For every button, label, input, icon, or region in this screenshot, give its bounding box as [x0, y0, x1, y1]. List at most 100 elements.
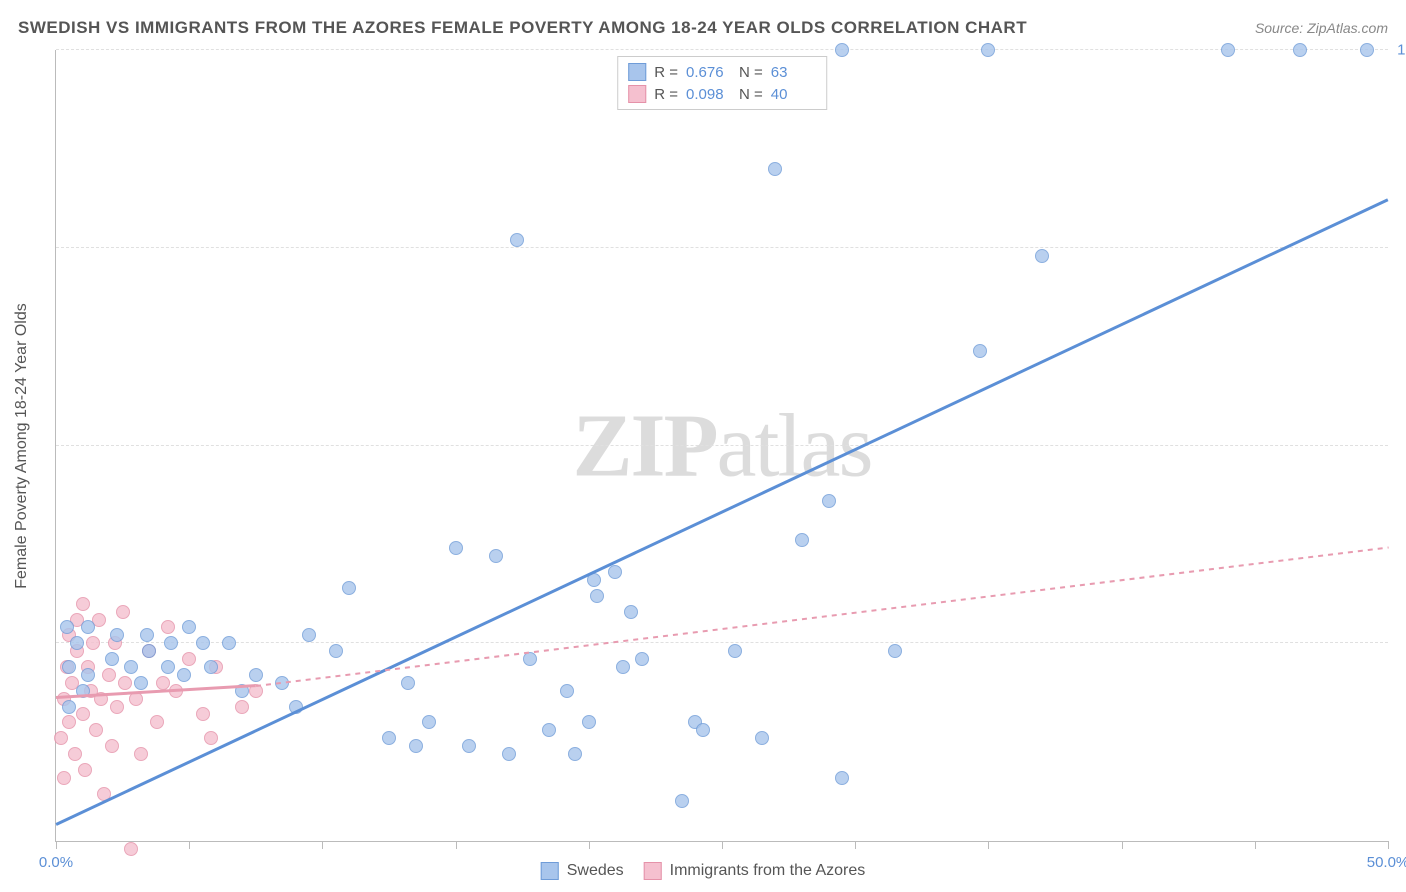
data-point-swedes [249, 668, 263, 682]
y-tick-label: 25.0% [1393, 635, 1406, 652]
data-point-azores [161, 620, 175, 634]
data-point-swedes [302, 628, 316, 642]
data-point-swedes [1221, 43, 1235, 57]
data-point-swedes [560, 684, 574, 698]
data-point-swedes [768, 162, 782, 176]
data-point-swedes [568, 747, 582, 761]
data-point-swedes [1360, 43, 1374, 57]
swatch-swedes [628, 63, 646, 81]
data-point-swedes [510, 233, 524, 247]
n-value-swedes: 63 [771, 64, 816, 81]
legend-item-swedes: Swedes [541, 862, 624, 880]
data-point-swedes [161, 660, 175, 674]
legend-swatch-azores [644, 862, 662, 880]
data-point-swedes [542, 723, 556, 737]
data-point-swedes [409, 739, 423, 753]
data-point-swedes [124, 660, 138, 674]
data-point-swedes [110, 628, 124, 642]
data-point-azores [150, 715, 164, 729]
data-point-azores [86, 636, 100, 650]
data-point-azores [182, 652, 196, 666]
chart-title: SWEDISH VS IMMIGRANTS FROM THE AZORES FE… [18, 18, 1027, 38]
data-point-azores [156, 676, 170, 690]
plot-area: ZIPatlas R = 0.676 N = 63 R = 0.098 N = … [55, 50, 1388, 842]
data-point-swedes [755, 731, 769, 745]
data-point-swedes [981, 43, 995, 57]
data-point-swedes [342, 581, 356, 595]
data-point-swedes [696, 723, 710, 737]
data-point-azores [76, 597, 90, 611]
data-point-swedes [835, 771, 849, 785]
data-point-swedes [462, 739, 476, 753]
swatch-azores [628, 85, 646, 103]
data-point-swedes [105, 652, 119, 666]
y-axis-label: Female Poverty Among 18-24 Year Olds [13, 303, 31, 589]
y-tick-label: 50.0% [1393, 437, 1406, 454]
y-tick-label: 75.0% [1393, 239, 1406, 256]
data-point-swedes [70, 636, 84, 650]
x-tick [589, 841, 590, 849]
data-point-swedes [60, 620, 74, 634]
n-value-azores: 40 [771, 86, 816, 103]
data-point-azores [110, 700, 124, 714]
data-point-swedes [822, 494, 836, 508]
data-point-swedes [835, 43, 849, 57]
data-point-azores [105, 739, 119, 753]
data-point-azores [235, 700, 249, 714]
legend-label-swedes: Swedes [567, 862, 624, 880]
data-point-swedes [81, 620, 95, 634]
data-point-swedes [502, 747, 516, 761]
legend-item-azores: Immigrants from the Azores [644, 862, 866, 880]
stats-legend-box: R = 0.676 N = 63 R = 0.098 N = 40 [617, 56, 827, 110]
data-point-swedes [62, 700, 76, 714]
data-point-swedes [624, 605, 638, 619]
x-tick [189, 841, 190, 849]
data-point-swedes [489, 549, 503, 563]
data-point-swedes [182, 620, 196, 634]
x-tick [988, 841, 989, 849]
data-point-swedes [523, 652, 537, 666]
x-tick [1122, 841, 1123, 849]
trendline-azores-dash [256, 547, 1388, 687]
data-point-swedes [675, 794, 689, 808]
x-tick-label: 0.0% [39, 854, 73, 871]
data-point-azores [116, 605, 130, 619]
data-point-swedes [973, 344, 987, 358]
data-point-azores [102, 668, 116, 682]
y-tick-label: 100.0% [1393, 42, 1406, 59]
stats-row-azores: R = 0.098 N = 40 [628, 83, 816, 105]
legend-label-azores: Immigrants from the Azores [670, 862, 866, 880]
data-point-swedes [635, 652, 649, 666]
data-point-swedes [449, 541, 463, 555]
bottom-legend: Swedes Immigrants from the Azores [541, 862, 866, 880]
data-point-azores [78, 763, 92, 777]
data-point-swedes [222, 636, 236, 650]
data-point-azores [68, 747, 82, 761]
data-point-swedes [196, 636, 210, 650]
data-point-swedes [401, 676, 415, 690]
data-point-swedes [329, 644, 343, 658]
x-tick [456, 841, 457, 849]
data-point-swedes [142, 644, 156, 658]
data-point-swedes [62, 660, 76, 674]
plot-container: ZIPatlas R = 0.676 N = 63 R = 0.098 N = … [55, 50, 1388, 842]
data-point-swedes [1035, 249, 1049, 263]
gridline [56, 49, 1388, 50]
x-tick [722, 841, 723, 849]
data-point-azores [196, 707, 210, 721]
data-point-swedes [204, 660, 218, 674]
data-point-swedes [422, 715, 436, 729]
x-tick [322, 841, 323, 849]
data-point-azores [89, 723, 103, 737]
data-point-swedes [81, 668, 95, 682]
source-label: Source: ZipAtlas.com [1255, 20, 1388, 36]
data-point-swedes [177, 668, 191, 682]
r-value-azores: 0.098 [686, 86, 731, 103]
x-tick [855, 841, 856, 849]
data-point-swedes [382, 731, 396, 745]
legend-swatch-swedes [541, 862, 559, 880]
x-tick [1255, 841, 1256, 849]
data-point-swedes [582, 715, 596, 729]
x-tick-label: 50.0% [1367, 854, 1406, 871]
data-point-swedes [590, 589, 604, 603]
